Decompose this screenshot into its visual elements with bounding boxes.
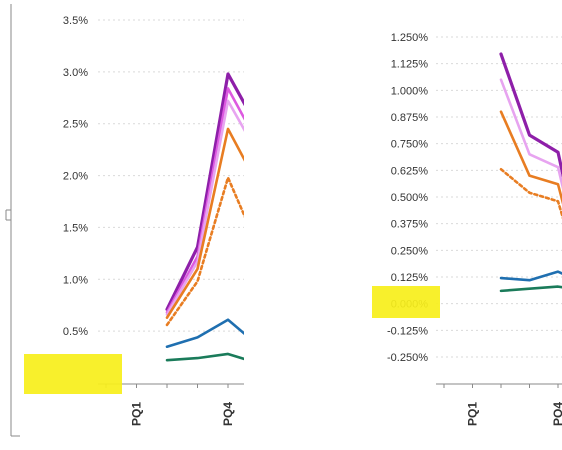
yellow-highlight-right bbox=[372, 286, 440, 318]
right-line-chart: 1.250% 1.125% 1.000% 0.875% 0.750% 0.625% 0.50… bbox=[387, 32, 562, 426]
right-y-tick-label: 0.875% bbox=[391, 112, 429, 124]
left-y-tick-label: 1.0% bbox=[63, 274, 88, 286]
right-y-tick-label: 0.750% bbox=[391, 139, 429, 151]
left-line-chart: 3.5% 3.0% 2.5% 2.0% 1.5% 1.0% 0.5% PQ1 PQ4 bbox=[63, 15, 244, 426]
right-y-tick-label: 1.125% bbox=[391, 59, 429, 71]
left-y-tick-label: 2.5% bbox=[63, 119, 88, 131]
right-series-line bbox=[499, 52, 562, 178]
right-y-tick-label: -0.125% bbox=[387, 325, 428, 337]
right-y-tick-label: 1.250% bbox=[391, 32, 429, 44]
right-series-line bbox=[499, 285, 562, 293]
left-series-line bbox=[165, 72, 244, 311]
right-y-tick-label: 0.375% bbox=[391, 219, 429, 231]
left-chart-frame bbox=[5, 4, 20, 437]
left-series-line bbox=[165, 87, 244, 314]
left-series-line bbox=[165, 176, 244, 327]
right-series-line bbox=[499, 110, 562, 205]
left-series-line bbox=[165, 318, 244, 349]
right-y-tick-label: 0.125% bbox=[391, 272, 429, 284]
left-series-line bbox=[165, 99, 244, 316]
right-y-tick-label: 1.000% bbox=[391, 85, 429, 97]
right-y-tick-label: 0.625% bbox=[391, 165, 429, 177]
right-y-tick-label: 0.250% bbox=[391, 245, 429, 257]
left-y-tick-label: 2.0% bbox=[63, 171, 88, 183]
left-y-tick-label: 1.5% bbox=[63, 222, 88, 234]
right-x-category-label: PQ4 bbox=[551, 402, 562, 426]
left-series-line bbox=[165, 352, 244, 362]
left-x-category-label: PQ1 bbox=[130, 402, 144, 426]
yellow-highlight-left bbox=[24, 354, 122, 394]
left-y-tick-label: 3.5% bbox=[63, 15, 88, 27]
right-series-line bbox=[499, 167, 562, 220]
right-y-tick-label: -0.250% bbox=[387, 352, 428, 364]
left-x-category-label: PQ4 bbox=[221, 402, 235, 426]
left-y-tick-label: 0.5% bbox=[63, 326, 88, 338]
right-series-line bbox=[499, 78, 562, 190]
left-y-tick-label: 3.0% bbox=[63, 67, 88, 79]
right-x-category-label: PQ1 bbox=[466, 402, 480, 426]
right-y-tick-label: 0.500% bbox=[391, 192, 429, 204]
left-series-line bbox=[165, 127, 244, 319]
right-series-line bbox=[499, 270, 562, 282]
